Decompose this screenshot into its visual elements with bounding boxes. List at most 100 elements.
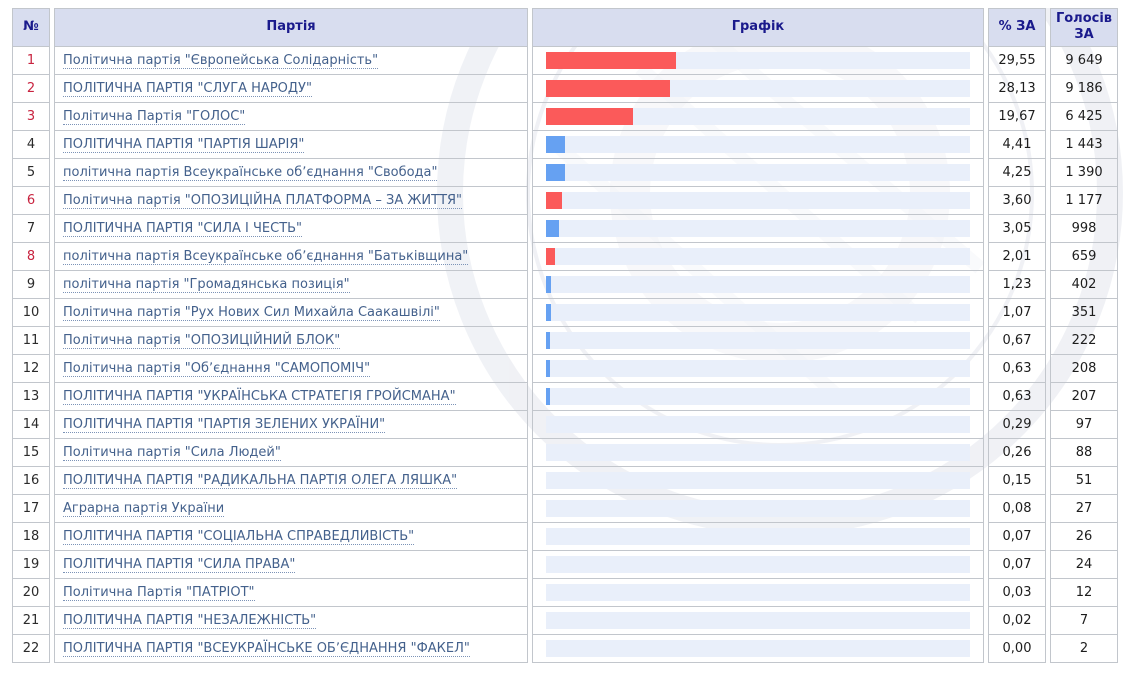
graph-cell <box>532 382 984 411</box>
row-number: 5 <box>12 158 50 187</box>
table-row: 4 ПОЛІТИЧНА ПАРТІЯ "ПАРТІЯ ШАРІЯ" 4,41 1 44… <box>12 130 1118 159</box>
vote-bar <box>546 275 551 293</box>
graph-cell <box>532 186 984 215</box>
vote-bar <box>546 359 550 377</box>
vote-bar-track <box>546 51 970 69</box>
graph-cell <box>532 158 984 187</box>
vote-bar-track <box>546 107 970 125</box>
party-link[interactable]: ПОЛІТИЧНА ПАРТІЯ "ВСЕУКРАЇНСЬКЕ ОБʼЄДНАН… <box>63 640 470 657</box>
votes-value: 222 <box>1050 326 1118 355</box>
votes-value: 9 649 <box>1050 46 1118 75</box>
party-cell: політична партія "Громадянська позиція" <box>54 270 528 299</box>
votes-value: 208 <box>1050 354 1118 383</box>
table-row: 22 ПОЛІТИЧНА ПАРТІЯ "ВСЕУКРАЇНСЬКЕ ОБʼЄДН… <box>12 634 1118 663</box>
votes-value: 9 186 <box>1050 74 1118 103</box>
graph-cell <box>532 270 984 299</box>
column-header-graph: Графік <box>532 8 984 47</box>
percent-value: 29,55 <box>988 46 1046 75</box>
row-number: 6 <box>12 186 50 215</box>
votes-value: 351 <box>1050 298 1118 327</box>
row-number: 15 <box>12 438 50 467</box>
graph-cell <box>532 410 984 439</box>
graph-cell <box>532 606 984 635</box>
column-header-number: № <box>12 8 50 47</box>
party-cell: політична партія Всеукраїнське обʼєднанн… <box>54 158 528 187</box>
table-row: 13 ПОЛІТИЧНА ПАРТІЯ "УКРАЇНСЬКА СТРАТЕГІЯ… <box>12 382 1118 411</box>
party-link[interactable]: ПОЛІТИЧНА ПАРТІЯ "УКРАЇНСЬКА СТРАТЕГІЯ Г… <box>63 388 456 405</box>
party-cell: ПОЛІТИЧНА ПАРТІЯ "СИЛА І ЧЕСТЬ" <box>54 214 528 243</box>
graph-cell <box>532 46 984 75</box>
vote-bar-track <box>546 163 970 181</box>
party-link[interactable]: ПОЛІТИЧНА ПАРТІЯ "НЕЗАЛЕЖНІСТЬ" <box>63 612 317 629</box>
row-number: 1 <box>12 46 50 75</box>
votes-value: 1 443 <box>1050 130 1118 159</box>
table-row: 19 ПОЛІТИЧНА ПАРТІЯ "СИЛА ПРАВА" 0,07 24 <box>12 550 1118 579</box>
party-link[interactable]: Аграрна партія України <box>63 500 225 517</box>
table-row: 15 Політична партія "Сила Людей" 0,26 88 <box>12 438 1118 467</box>
votes-value: 97 <box>1050 410 1118 439</box>
table-row: 14 ПОЛІТИЧНА ПАРТІЯ "ПАРТІЯ ЗЕЛЕНИХ УКРАЇ… <box>12 410 1118 439</box>
party-cell: ПОЛІТИЧНА ПАРТІЯ "ВСЕУКРАЇНСЬКЕ ОБʼЄДНАН… <box>54 634 528 663</box>
graph-cell <box>532 578 984 607</box>
graph-cell <box>532 522 984 551</box>
vote-bar <box>546 191 562 209</box>
party-link[interactable]: Політична партія "Сила Людей" <box>63 444 281 461</box>
vote-bar <box>546 219 559 237</box>
vote-bar-track <box>546 359 970 377</box>
vote-bar-track <box>546 387 970 405</box>
party-link[interactable]: Політична Партія "ПАТРІОТ" <box>63 584 255 601</box>
votes-value: 51 <box>1050 466 1118 495</box>
party-link[interactable]: Політична партія "Європейська Солідарніс… <box>63 52 379 69</box>
row-number: 18 <box>12 522 50 551</box>
graph-cell <box>532 242 984 271</box>
table-row: 7 ПОЛІТИЧНА ПАРТІЯ "СИЛА І ЧЕСТЬ" 3,05 998 <box>12 214 1118 243</box>
party-link[interactable]: ПОЛІТИЧНА ПАРТІЯ "РАДИКАЛЬНА ПАРТІЯ ОЛЕГ… <box>63 472 458 489</box>
row-number: 9 <box>12 270 50 299</box>
percent-value: 28,13 <box>988 74 1046 103</box>
party-link[interactable]: ПОЛІТИЧНА ПАРТІЯ "СОЦІАЛЬНА СПРАВЕДЛИВІС… <box>63 528 415 545</box>
party-link[interactable]: політична партія Всеукраїнське обʼєднанн… <box>63 248 469 265</box>
table-row: 5 політична партія Всеукраїнське обʼєднан… <box>12 158 1118 187</box>
party-cell: Політична партія "Сила Людей" <box>54 438 528 467</box>
party-cell: ПОЛІТИЧНА ПАРТІЯ "СЛУГА НАРОДУ" <box>54 74 528 103</box>
vote-bar-track <box>546 583 970 601</box>
percent-value: 0,07 <box>988 522 1046 551</box>
graph-cell <box>532 438 984 467</box>
percent-value: 0,29 <box>988 410 1046 439</box>
table-row: 12 Політична партія "Обʼєднання "САМОПОМІ… <box>12 354 1118 383</box>
vote-bar-track <box>546 499 970 517</box>
percent-value: 0,67 <box>988 326 1046 355</box>
party-link[interactable]: ПОЛІТИЧНА ПАРТІЯ "СИЛА І ЧЕСТЬ" <box>63 220 303 237</box>
row-number: 12 <box>12 354 50 383</box>
party-cell: ПОЛІТИЧНА ПАРТІЯ "НЕЗАЛЕЖНІСТЬ" <box>54 606 528 635</box>
party-link[interactable]: ПОЛІТИЧНА ПАРТІЯ "СЛУГА НАРОДУ" <box>63 80 312 97</box>
vote-bar-track <box>546 79 970 97</box>
party-link[interactable]: ПОЛІТИЧНА ПАРТІЯ "СИЛА ПРАВА" <box>63 556 296 573</box>
vote-bar <box>546 387 550 405</box>
percent-value: 0,02 <box>988 606 1046 635</box>
percent-value: 2,01 <box>988 242 1046 271</box>
row-number: 3 <box>12 102 50 131</box>
vote-bar <box>546 303 551 321</box>
vote-bar-track <box>546 527 970 545</box>
vote-bar-track <box>546 331 970 349</box>
party-link[interactable]: ПОЛІТИЧНА ПАРТІЯ "ПАРТІЯ ШАРІЯ" <box>63 136 305 153</box>
party-link[interactable]: Політична партія "Обʼєднання "САМОПОМІЧ" <box>63 360 371 377</box>
vote-bar-track <box>546 219 970 237</box>
graph-cell <box>532 130 984 159</box>
percent-value: 0,63 <box>988 354 1046 383</box>
table-row: 9 політична партія "Громадянська позиція"… <box>12 270 1118 299</box>
party-link[interactable]: Політична Партія "ГОЛОС" <box>63 108 246 125</box>
party-cell: Політична партія "Обʼєднання "САМОПОМІЧ" <box>54 354 528 383</box>
graph-cell <box>532 74 984 103</box>
party-link[interactable]: політична партія "Громадянська позиція" <box>63 276 350 293</box>
party-link[interactable]: Політична партія "ОПОЗИЦІЙНА ПЛАТФОРМА –… <box>63 192 463 209</box>
party-link[interactable]: Політична партія "Рух Нових Сил Михайла … <box>63 304 440 321</box>
party-cell: Політична партія "Європейська Солідарніс… <box>54 46 528 75</box>
votes-value: 207 <box>1050 382 1118 411</box>
table-row: 10 Політична партія "Рух Нових Сил Михайл… <box>12 298 1118 327</box>
party-link[interactable]: Політична партія "ОПОЗИЦІЙНИЙ БЛОК" <box>63 332 341 349</box>
vote-bar-track <box>546 443 970 461</box>
party-link[interactable]: ПОЛІТИЧНА ПАРТІЯ "ПАРТІЯ ЗЕЛЕНИХ УКРАЇНИ… <box>63 416 386 433</box>
party-link[interactable]: політична партія Всеукраїнське обʼєднанн… <box>63 164 438 181</box>
